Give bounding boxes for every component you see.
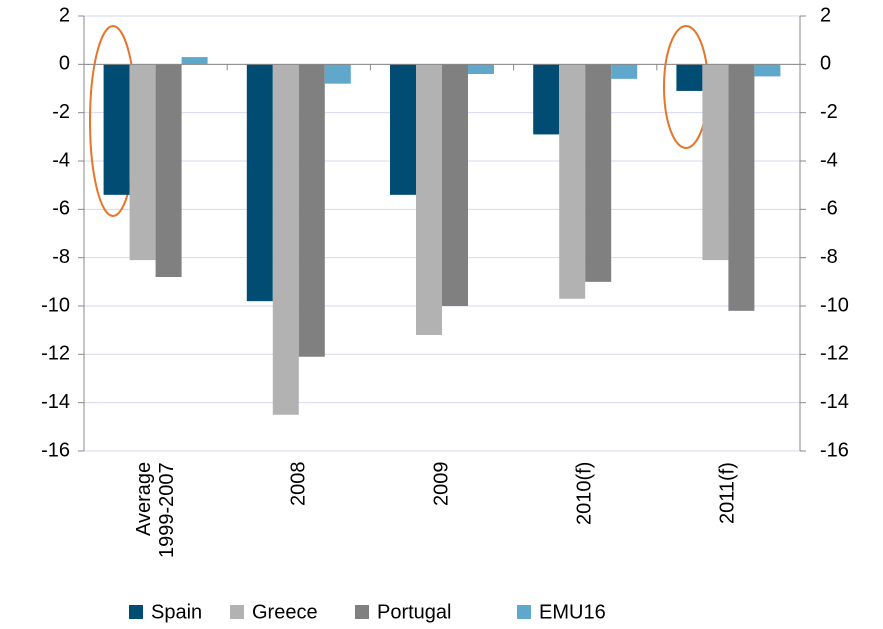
x-tick-label: 2008 <box>287 462 310 507</box>
bar <box>103 64 130 195</box>
y-tick-label: -2 <box>52 101 70 123</box>
legend-label: Spain <box>151 601 202 623</box>
y-tick-label: -14 <box>41 391 70 413</box>
y-tick-label: -16 <box>41 439 70 461</box>
bar <box>129 64 156 261</box>
y2-tick-label: -8 <box>820 246 838 268</box>
bar <box>559 64 586 299</box>
y-tick-label: -8 <box>52 246 70 268</box>
legend-swatch <box>517 605 531 619</box>
legend-swatch <box>230 605 244 619</box>
y2-tick-label: -2 <box>820 101 838 123</box>
legend-label: Greece <box>252 601 318 623</box>
y2-tick-label: -14 <box>820 391 849 413</box>
y2-tick-label: 0 <box>820 53 831 75</box>
y2-tick-label: 2 <box>820 4 831 26</box>
bar <box>676 64 703 91</box>
y-tick-label: -4 <box>52 149 70 171</box>
legend-swatch <box>355 605 369 619</box>
y-tick-label: -12 <box>41 343 70 365</box>
y2-tick-label: -4 <box>820 149 838 171</box>
bar <box>585 64 612 282</box>
y-tick-label: -10 <box>41 294 70 316</box>
bar <box>155 64 182 277</box>
bar <box>416 64 442 335</box>
bar <box>390 64 416 195</box>
legend-label: EMU16 <box>539 601 606 623</box>
bar <box>468 64 494 74</box>
bar <box>272 64 299 415</box>
bar <box>702 64 729 261</box>
legend-label: Portugal <box>377 601 452 623</box>
y2-tick-label: -6 <box>820 198 838 220</box>
bar <box>728 64 755 311</box>
x-tick-label: 2010(f) <box>573 462 596 526</box>
bar <box>324 64 351 84</box>
bar <box>533 64 560 135</box>
bar <box>754 64 781 77</box>
y-tick-label: 0 <box>59 53 70 75</box>
bar <box>181 57 208 65</box>
bar <box>298 64 325 357</box>
x-tick-label: 2009 <box>430 462 453 507</box>
y2-tick-label: -10 <box>820 294 849 316</box>
bar <box>246 64 273 302</box>
x-tick-label: 2011(f) <box>716 462 739 524</box>
bar <box>611 64 638 79</box>
legend-swatch <box>129 605 143 619</box>
x-tick-label: Average 1999-2007 <box>132 462 178 558</box>
y-tick-label: -6 <box>52 198 70 220</box>
y-tick-label: 2 <box>59 4 70 26</box>
bar <box>442 64 468 306</box>
y2-tick-label: -12 <box>820 343 849 365</box>
y2-tick-label: -16 <box>820 439 849 461</box>
